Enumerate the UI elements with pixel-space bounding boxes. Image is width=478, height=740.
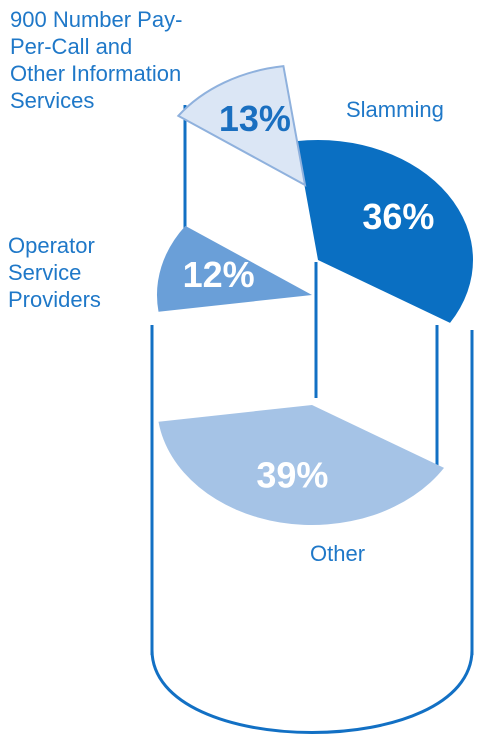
pie-slice xyxy=(158,405,445,525)
category-label: Slamming xyxy=(346,97,444,122)
value-label: 12% xyxy=(183,254,255,295)
value-label: 36% xyxy=(362,196,434,237)
pie-slice xyxy=(176,65,307,187)
cylinder-outline xyxy=(150,105,474,734)
category-label: 900 Number Pay-Per-Call and Other Inform… xyxy=(10,7,183,113)
value-label: 13% xyxy=(219,98,291,139)
pie-slice xyxy=(157,225,312,312)
category-label: Operator Service Providers xyxy=(8,233,101,312)
value-label: 39% xyxy=(256,454,328,495)
category-label: Other xyxy=(310,541,366,566)
pie-slice xyxy=(296,140,473,323)
